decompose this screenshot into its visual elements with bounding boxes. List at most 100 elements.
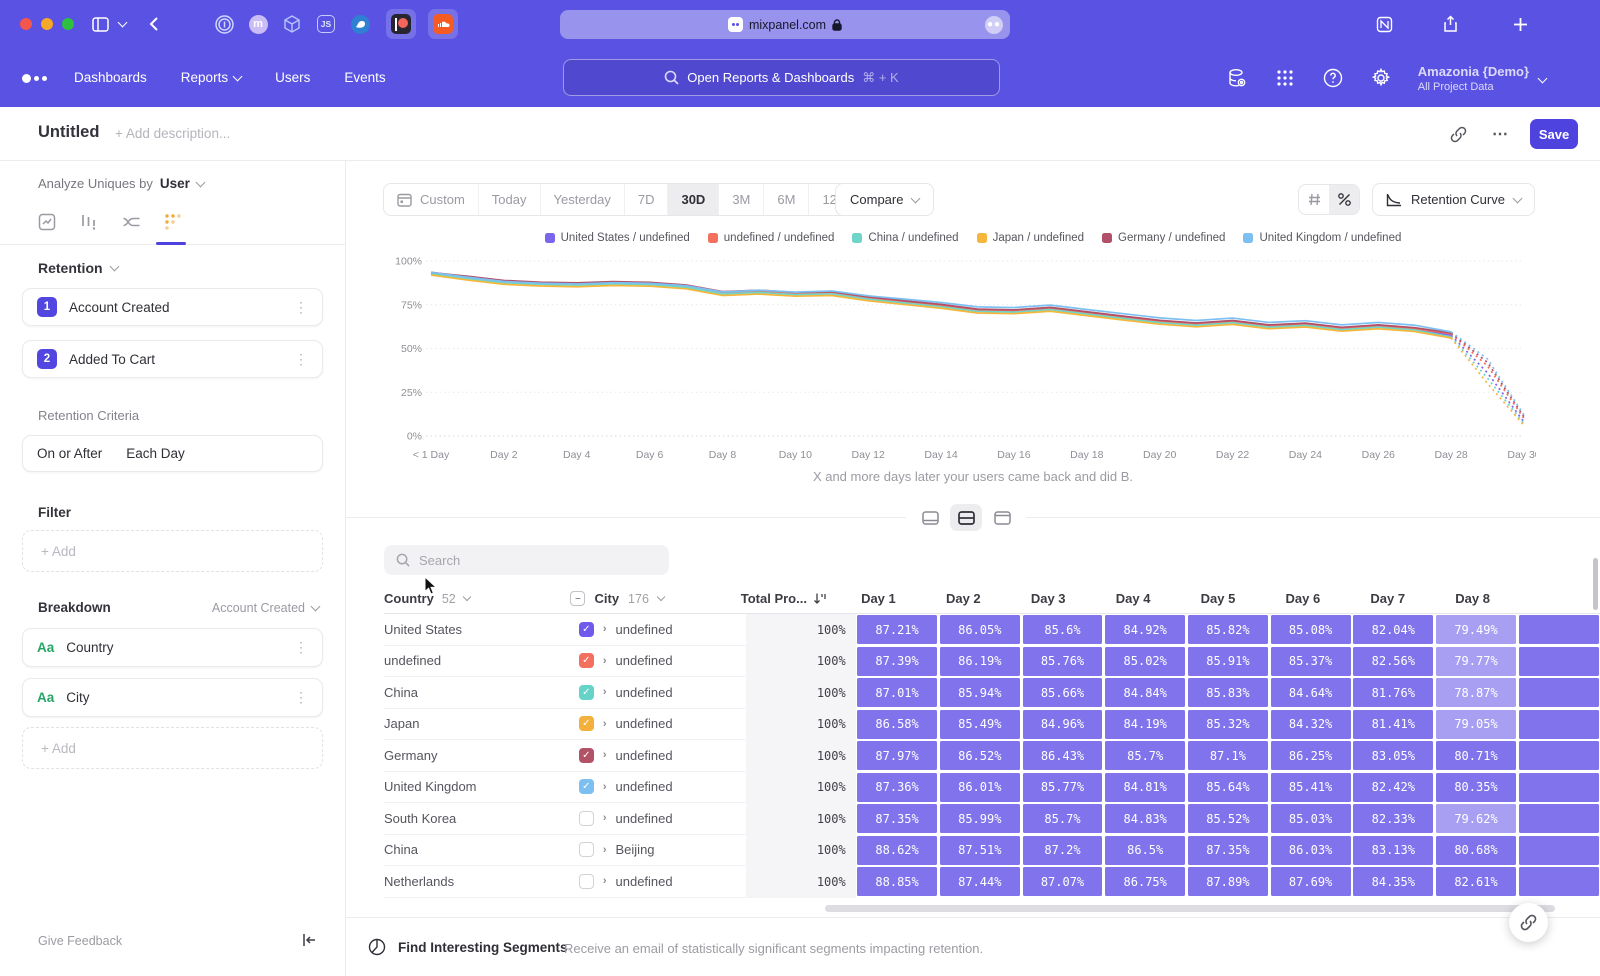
retention-cell[interactable] (1517, 614, 1600, 646)
select-all-checkbox[interactable]: – (570, 591, 586, 606)
project-switcher[interactable]: Amazonia {Demo} All Project Data (1418, 62, 1548, 93)
row-checkbox[interactable]: ✓ (578, 716, 594, 732)
expand-row-icon[interactable]: › (602, 717, 607, 730)
retention-cell[interactable]: 81.76% (1352, 677, 1435, 709)
retention-cell[interactable]: 84.92% (1104, 614, 1187, 646)
retention-cell[interactable]: 78.87% (1435, 677, 1518, 709)
add-breakdown-button[interactable]: + Add (22, 727, 323, 769)
retention-cell[interactable]: 87.21% (856, 614, 939, 646)
give-feedback-link[interactable]: Give Feedback (38, 934, 123, 948)
tab-funnels-icon[interactable] (78, 211, 100, 233)
row-checkbox[interactable]: ✓ (578, 621, 594, 637)
retention-cell[interactable]: 79.62% (1435, 803, 1518, 835)
retention-cell[interactable]: 86.03% (1269, 835, 1352, 867)
data-management-icon[interactable] (1226, 67, 1248, 89)
retention-cell[interactable]: 87.69% (1269, 866, 1352, 898)
retention-cell[interactable]: 79.05% (1435, 709, 1518, 741)
country-cell[interactable]: undefined (384, 646, 579, 677)
retention-cell[interactable]: 86.75% (1104, 866, 1187, 898)
country-cell[interactable]: China (384, 835, 579, 866)
retention-cell[interactable]: 85.91% (1187, 646, 1270, 678)
absolute-numbers-toggle[interactable] (1299, 185, 1329, 214)
retention-cell[interactable]: 86.19% (938, 646, 1021, 678)
layout-chart-only-button[interactable] (914, 504, 946, 531)
window-minimize-button[interactable] (41, 18, 53, 30)
retention-cell[interactable]: 85.02% (1104, 646, 1187, 678)
retention-cell[interactable]: 87.97% (856, 740, 939, 772)
range-6m[interactable]: 6M (764, 184, 810, 215)
day-column-header[interactable]: Day 8 (1455, 591, 1490, 606)
range-today[interactable]: Today (479, 184, 541, 215)
retention-cell[interactable]: 88.62% (856, 835, 939, 867)
legend-item[interactable]: Germany / undefined (1102, 232, 1225, 244)
retention-cell[interactable] (1517, 772, 1600, 804)
retention-chart[interactable]: 100% 75% 50% 25% 0% < 1 Day Day 2 Day 4 Day 6 Day… (376, 251, 1541, 466)
retention-cell[interactable]: 85.83% (1187, 677, 1270, 709)
expand-row-icon[interactable]: › (602, 780, 607, 793)
legend-item[interactable]: China / undefined (852, 232, 959, 244)
retention-cell[interactable]: 85.7% (1104, 740, 1187, 772)
retention-cell[interactable]: 87.35% (1187, 835, 1270, 867)
retention-cell[interactable]: 87.44% (938, 866, 1021, 898)
day-column-header[interactable]: Day 2 (945, 591, 981, 606)
nav-dashboards[interactable]: Dashboards (74, 70, 147, 85)
country-cell[interactable]: South Korea (384, 803, 579, 835)
kebab-menu-icon[interactable]: ⋮ (294, 689, 308, 705)
retention-cell[interactable]: 85.66% (1021, 677, 1104, 709)
tab-retention-icon[interactable] (162, 211, 184, 233)
page-title[interactable]: Untitled (38, 123, 100, 141)
retention-cell[interactable]: 87.89% (1187, 866, 1270, 898)
retention-cell[interactable] (1517, 835, 1600, 867)
retention-cell[interactable] (1517, 866, 1600, 898)
retention-cell[interactable]: 87.1% (1187, 740, 1270, 772)
retention-cell[interactable]: 84.32% (1269, 709, 1352, 741)
layout-table-only-button[interactable] (986, 504, 1018, 531)
retention-cell[interactable]: 87.01% (856, 677, 939, 709)
retention-criteria-card[interactable]: On or After Each Day (22, 435, 323, 472)
breakdown-city[interactable]: Aa City ⋮ (22, 678, 323, 717)
global-search[interactable]: Open Reports & Dashboards ⌘ + K (563, 59, 1000, 96)
retention-cell[interactable]: 79.49% (1435, 614, 1518, 646)
day-column-header[interactable]: Day 5 (1200, 591, 1236, 606)
retention-cell[interactable] (1517, 740, 1600, 772)
soundcloud-extension-icon[interactable] (428, 9, 458, 39)
retention-cell[interactable]: 84.19% (1104, 709, 1187, 741)
city-cell[interactable]: ✓ › undefined (578, 740, 747, 772)
range-30d[interactable]: 30D (668, 184, 720, 215)
range-custom[interactable]: Custom (384, 184, 479, 215)
collapse-sidebar-icon[interactable] (302, 933, 317, 952)
url-options-button[interactable]: ●● (985, 15, 1003, 34)
retention-cell[interactable]: 85.37% (1269, 646, 1352, 678)
retention-cell[interactable] (1517, 677, 1600, 709)
retention-cell[interactable]: 81.41% (1352, 709, 1435, 741)
city-cell[interactable]: ✓ › undefined (578, 709, 747, 740)
retention-step-1[interactable]: 1 Account Created ⋮ (22, 288, 323, 326)
retention-cell[interactable]: 85.52% (1187, 803, 1270, 835)
retention-cell[interactable]: 82.61% (1435, 866, 1518, 898)
tab-flows-icon[interactable] (120, 211, 142, 233)
retention-cell[interactable]: 84.83% (1104, 803, 1187, 835)
criteria-each-day[interactable]: Each Day (126, 446, 185, 461)
retention-cell[interactable]: 80.71% (1435, 740, 1518, 772)
url-bar[interactable]: mixpanel.com ●● (560, 10, 1010, 39)
retention-cell[interactable]: 85.49% (938, 709, 1021, 741)
description-placeholder[interactable]: + Add description... (115, 126, 231, 141)
retention-cell[interactable]: 85.99% (938, 803, 1021, 835)
apps-grid-icon[interactable] (1274, 67, 1296, 89)
compare-button[interactable]: Compare (835, 183, 935, 216)
retention-cell[interactable]: 86.43% (1021, 740, 1104, 772)
country-column-header[interactable]: Country 52 (384, 591, 570, 606)
retention-cell[interactable]: 85.41% (1269, 772, 1352, 804)
legend-item[interactable]: undefined / undefined (707, 232, 834, 244)
row-checkbox[interactable] (578, 873, 594, 889)
retention-cell[interactable]: 85.7% (1021, 803, 1104, 835)
kebab-menu-icon[interactable]: ⋮ (294, 639, 308, 655)
retention-cell[interactable]: 82.33% (1352, 803, 1435, 835)
retention-cell[interactable]: 82.42% (1352, 772, 1435, 804)
expand-row-icon[interactable]: › (602, 686, 607, 699)
password-manager-extension-icon[interactable] (212, 12, 236, 36)
day-column-header[interactable]: Day 6 (1285, 591, 1321, 606)
retention-cell[interactable]: 85.32% (1187, 709, 1270, 741)
range-3m[interactable]: 3M (719, 184, 765, 215)
expand-row-icon[interactable]: › (602, 623, 607, 636)
